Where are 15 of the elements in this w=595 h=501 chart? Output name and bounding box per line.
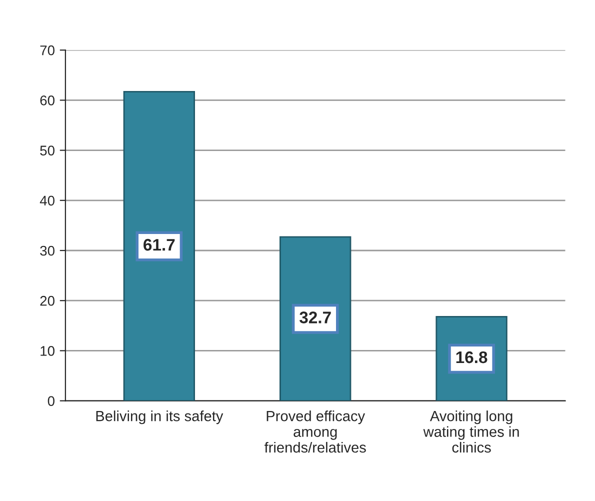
y-tick-label: 60 <box>40 96 54 106</box>
x-tick-label: Beliving in its safety <box>96 410 224 424</box>
data-label: 32.7 <box>300 312 331 324</box>
y-tick-label: 30 <box>40 246 54 256</box>
y-tick-label: 20 <box>40 296 54 306</box>
y-tick-label: 50 <box>40 146 54 156</box>
y-tick-label: 70 <box>40 45 54 56</box>
y-tick-label: 0 <box>48 396 54 406</box>
y-tick-label: 40 <box>40 196 54 206</box>
bar <box>123 90 195 401</box>
y-tick-label: 10 <box>40 346 54 356</box>
data-label: 61.7 <box>144 238 175 251</box>
x-tick-label: Avoiting long wating times in clinics <box>423 410 519 453</box>
x-tick-label: Proved efficacy among friends/relatives <box>264 410 366 453</box>
data-label: 16.8 <box>456 351 488 364</box>
